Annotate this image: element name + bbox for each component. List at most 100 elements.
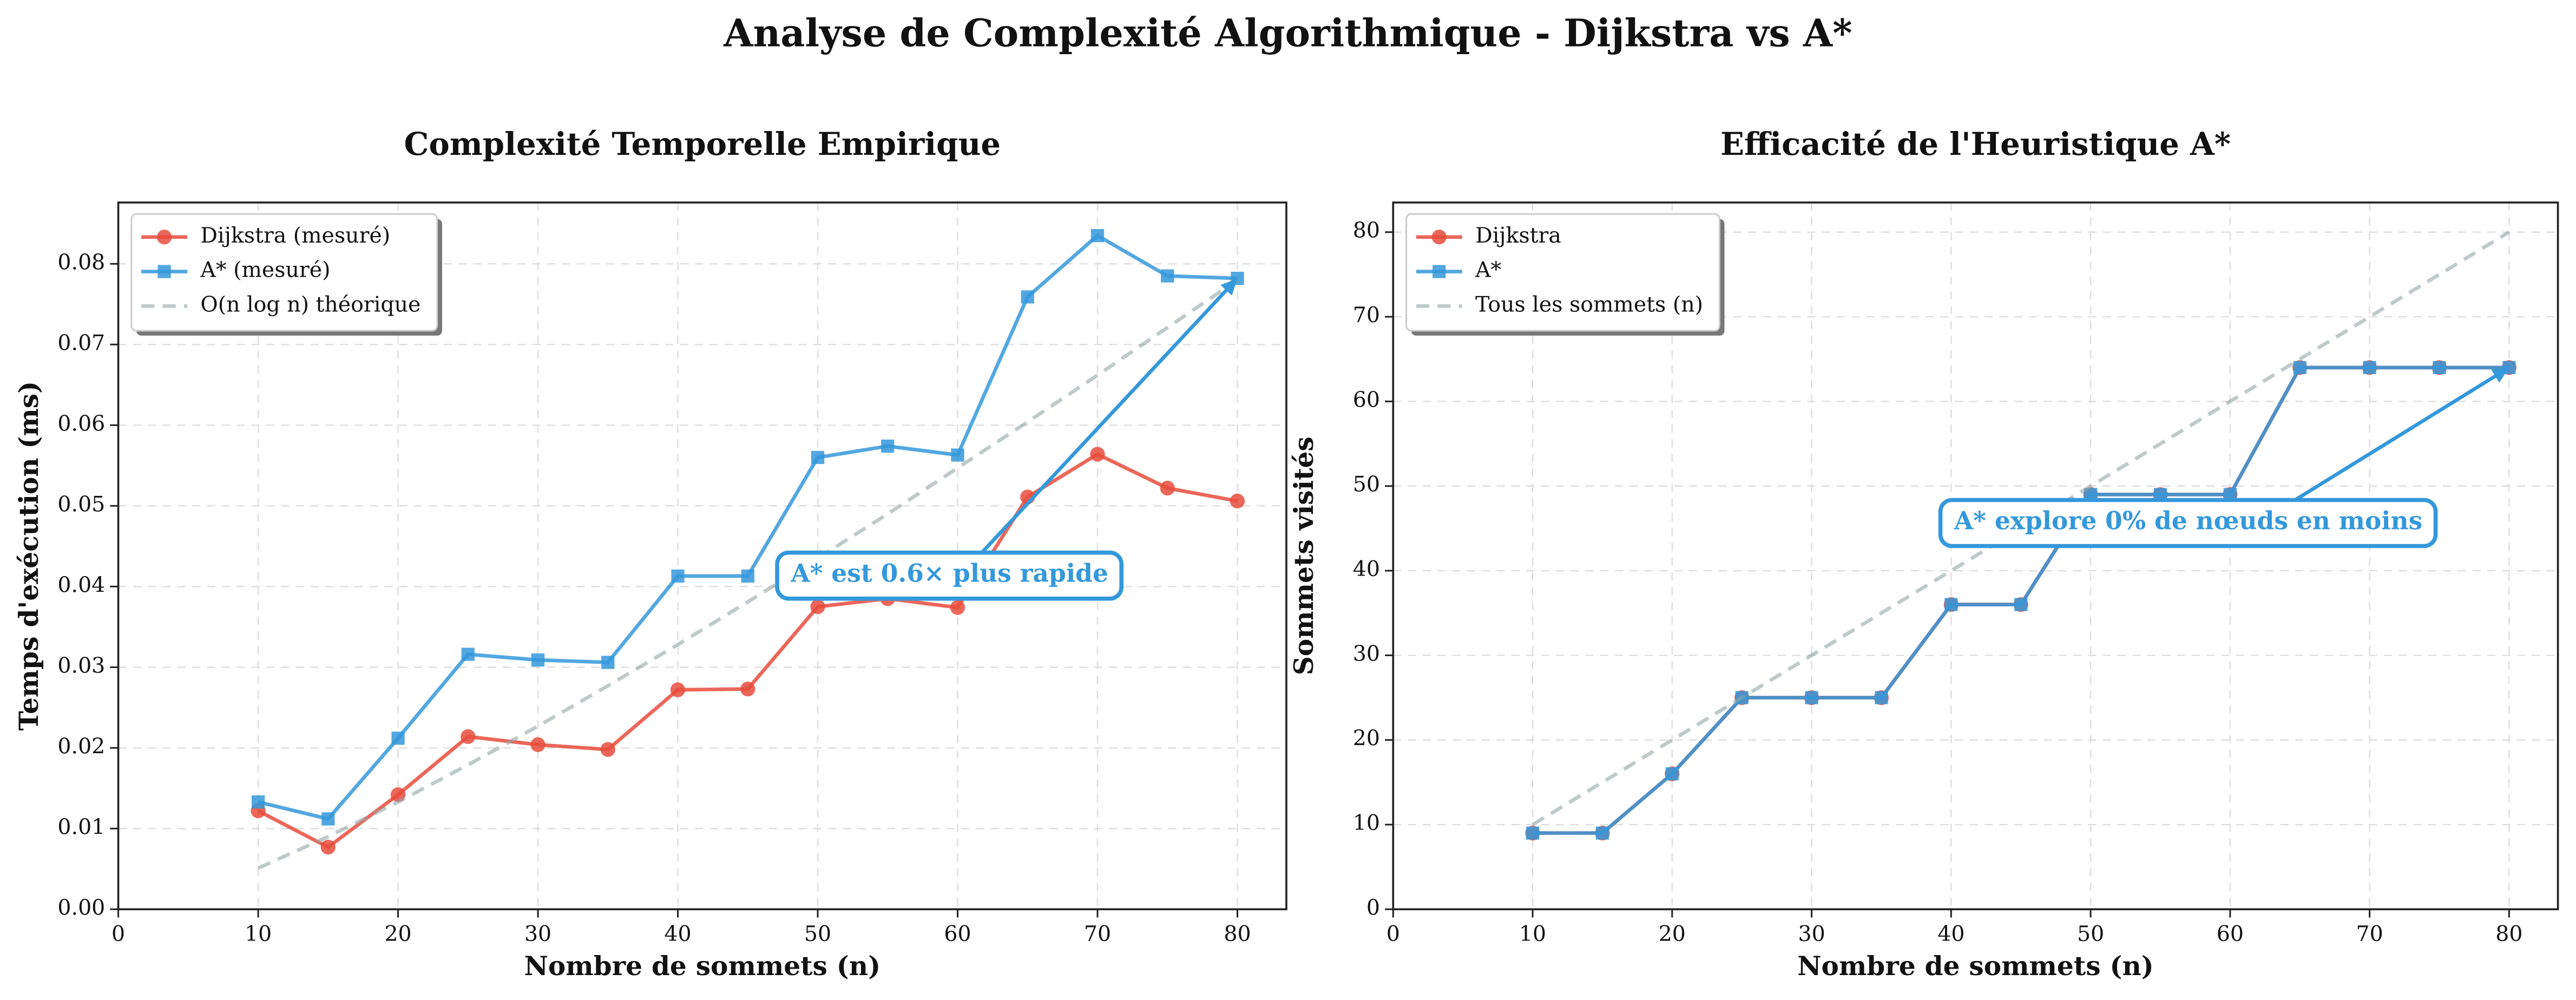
point xyxy=(881,439,895,453)
point xyxy=(951,448,964,462)
x-tick-label: 50 xyxy=(2077,921,2104,946)
y-tick-label: 80 xyxy=(1353,218,1380,243)
annotation: A* explore 0% de nœuds en moins xyxy=(1954,506,2422,535)
legend-marker xyxy=(157,265,171,278)
point xyxy=(1090,447,1105,462)
point xyxy=(2014,598,2028,611)
point xyxy=(531,653,545,667)
point xyxy=(740,681,755,697)
x-tick-label: 10 xyxy=(245,921,272,946)
annotation-arrowhead xyxy=(1220,278,1238,296)
point xyxy=(1595,826,1609,840)
y-tick-label: 10 xyxy=(1353,811,1380,835)
point xyxy=(810,599,825,615)
y-axis-label: Temps d'exécution (ms) xyxy=(14,381,44,731)
legend-label: Dijkstra xyxy=(1475,223,1561,248)
point xyxy=(741,569,754,583)
point xyxy=(601,656,615,669)
point xyxy=(2293,361,2306,375)
subplot: Complexité Temporelle Empirique Nombre de… xyxy=(14,126,1287,982)
plot-frame xyxy=(1392,201,2559,911)
annotation-arrowhead xyxy=(2491,367,2509,383)
x-tick-label: 20 xyxy=(384,921,411,946)
x-tick-label: 0 xyxy=(111,921,125,946)
point xyxy=(251,795,265,809)
legend-frame xyxy=(130,213,438,332)
figure-title: Analyse de Complexité Algorithmique - Di… xyxy=(723,11,1852,55)
point xyxy=(1161,269,1174,283)
point xyxy=(1090,228,1105,243)
point xyxy=(600,742,615,757)
annotation-box xyxy=(1938,498,2438,548)
point xyxy=(1665,767,1679,781)
annotation-box xyxy=(775,550,1124,601)
y-tick-label: 0.07 xyxy=(57,330,105,355)
series-line xyxy=(1532,230,2511,826)
y-tick-label: 0.03 xyxy=(57,653,105,678)
point xyxy=(1526,826,1540,840)
x-tick-label: 0 xyxy=(1386,921,1400,946)
y-tick-label: 0.08 xyxy=(57,250,105,274)
x-tick-label: 80 xyxy=(1224,921,1251,946)
y-tick-label: 30 xyxy=(1353,641,1380,666)
point xyxy=(461,729,476,744)
x-tick-label: 70 xyxy=(1084,921,1111,946)
y-tick-label: 60 xyxy=(1353,387,1380,412)
y-tick-label: 50 xyxy=(1353,472,1380,497)
y-tick-label: 40 xyxy=(1353,557,1380,581)
x-tick-label: 20 xyxy=(1659,921,1686,946)
legend-label: O(n log n) théorique xyxy=(200,292,420,317)
point xyxy=(811,450,825,465)
point xyxy=(321,812,335,826)
point xyxy=(671,569,685,583)
point xyxy=(950,600,965,615)
point xyxy=(530,737,546,753)
legend-marker xyxy=(1432,265,1446,278)
point xyxy=(1805,691,1818,704)
y-tick-label: 0 xyxy=(1366,895,1380,920)
legend-label: A* xyxy=(1475,258,1501,283)
point xyxy=(1230,493,1245,509)
x-tick-label: 30 xyxy=(524,921,551,946)
point xyxy=(461,648,475,661)
x-tick-label: 60 xyxy=(2217,921,2244,946)
x-tick-label: 30 xyxy=(1798,921,1825,946)
y-tick-label: 20 xyxy=(1353,726,1380,751)
x-tick-label: 50 xyxy=(804,921,831,946)
y-tick-label: 0.05 xyxy=(57,492,105,517)
point xyxy=(2433,361,2446,375)
subplot: Efficacité de l'Heuristique A* Nombre de … xyxy=(1289,126,2559,982)
x-axis-label: Nombre de sommets (n) xyxy=(1797,951,2154,982)
y-tick-label: 0.06 xyxy=(57,411,105,436)
series-line xyxy=(257,278,1239,870)
x-tick-label: 70 xyxy=(2356,921,2383,946)
x-tick-label: 60 xyxy=(944,921,971,946)
subplot-title: Complexité Temporelle Empirique xyxy=(404,126,1001,162)
legend-marker xyxy=(1431,230,1447,245)
y-tick-label: 70 xyxy=(1353,303,1380,328)
y-axis-label: Sommets visités xyxy=(1289,436,1319,675)
x-tick-label: 40 xyxy=(1937,921,1964,946)
legend-frame xyxy=(1405,213,1720,332)
point xyxy=(391,731,405,745)
x-axis-label: Nombre de sommets (n) xyxy=(524,951,880,982)
x-tick-label: 80 xyxy=(2495,921,2522,946)
plot-frame xyxy=(117,201,1287,911)
point xyxy=(1021,290,1034,304)
point xyxy=(1944,598,1958,611)
x-tick-label: 40 xyxy=(664,921,691,946)
y-tick-label: 0.00 xyxy=(57,895,105,920)
annotation: A* est 0.6× plus rapide xyxy=(790,559,1108,588)
legend-label: Dijkstra (mesuré) xyxy=(200,223,390,248)
annotation-arrow xyxy=(972,287,1229,563)
legend-label: Tous les sommets (n) xyxy=(1475,292,1703,317)
point xyxy=(320,839,336,855)
point xyxy=(2363,361,2376,375)
y-tick-label: 0.04 xyxy=(57,572,105,597)
point xyxy=(670,682,686,697)
legend-label: A* (mesuré) xyxy=(200,258,330,283)
point xyxy=(1160,480,1175,496)
subplot-title: Efficacité de l'Heuristique A* xyxy=(1720,126,2231,162)
y-tick-label: 0.02 xyxy=(57,734,105,759)
x-tick-label: 10 xyxy=(1519,921,1546,946)
